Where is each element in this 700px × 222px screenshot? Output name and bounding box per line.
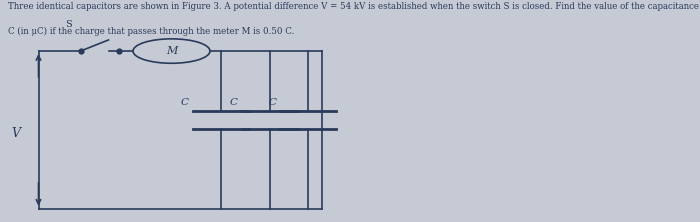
Text: C (in μC) if the charge that passes through the meter M is 0.50 C.: C (in μC) if the charge that passes thro… bbox=[8, 27, 295, 36]
Text: Three identical capacitors are shown in Figure 3. A potential difference V = 54 : Three identical capacitors are shown in … bbox=[8, 2, 699, 11]
Text: C: C bbox=[230, 97, 238, 107]
Text: M: M bbox=[166, 46, 177, 56]
Text: C: C bbox=[181, 97, 189, 107]
Text: V: V bbox=[11, 127, 20, 140]
Text: S: S bbox=[65, 20, 72, 29]
Text: C: C bbox=[269, 97, 276, 107]
